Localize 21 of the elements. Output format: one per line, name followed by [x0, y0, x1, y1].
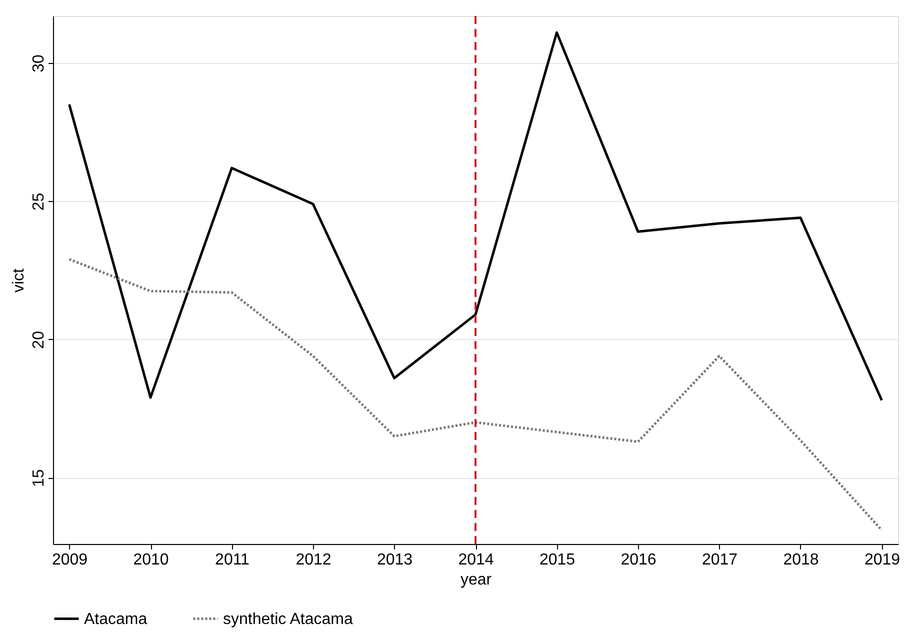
x-tick-label: 2012 [296, 552, 332, 568]
x-tick-label: 2018 [783, 552, 819, 568]
y-tick-label: 30 [30, 54, 48, 72]
x-tick-label: 2015 [539, 552, 576, 568]
x-tick-label: 2013 [376, 552, 413, 568]
x-tick-label: 2010 [133, 552, 169, 568]
x-axis-title: year [460, 572, 492, 588]
x-tick-label: 2016 [620, 552, 656, 568]
x-tick-label: 2019 [864, 552, 900, 568]
legend-label: synthetic Atacama [223, 610, 353, 628]
legend-label: Atacama [84, 610, 148, 628]
x-tick-label: 2017 [702, 552, 738, 568]
x-tick-label: 2009 [52, 552, 88, 568]
x-tick-label: 2011 [215, 552, 250, 568]
y-tick-label: 20 [30, 330, 48, 349]
y-axis-title: vict [10, 268, 28, 292]
x-tick-label: 2014 [458, 552, 494, 568]
line-series [68, 258, 883, 532]
line-series [68, 31, 883, 402]
y-tick-label: 25 [30, 192, 48, 211]
y-tick-label: 15 [30, 469, 48, 488]
